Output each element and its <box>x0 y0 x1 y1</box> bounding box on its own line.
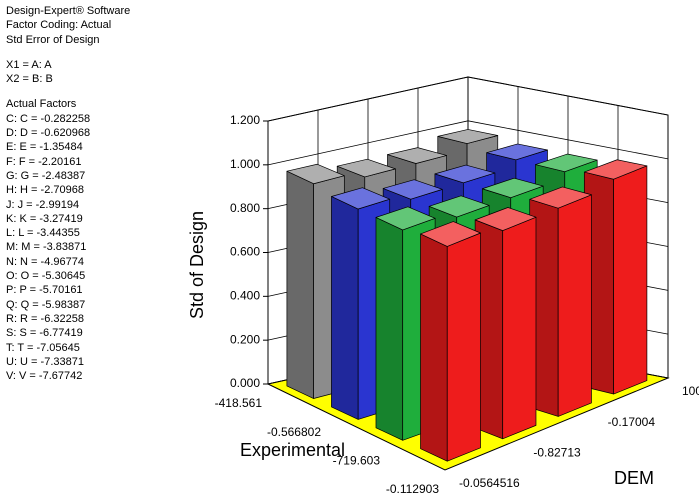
z-tick-label: 0.000 <box>230 376 260 390</box>
actual-factor: N: N = -4.96774 <box>6 255 84 268</box>
y-tick-label: -0.0564516 <box>459 476 520 490</box>
bar-top <box>286 163 345 185</box>
bar-top <box>474 207 537 231</box>
bar-top <box>428 195 490 218</box>
x-axis-title: Experimental <box>240 440 345 460</box>
x-tick-label: -418.561 <box>215 396 263 410</box>
bar <box>583 159 648 395</box>
actual-factor: U: U = -7.33871 <box>6 355 84 368</box>
actual-factor: K: K = -3.27419 <box>6 212 83 225</box>
x-tick-label: -0.566802 <box>267 425 321 439</box>
bar-top <box>535 153 598 173</box>
y-axis-title: DEM <box>614 468 654 488</box>
bar-top <box>420 221 481 247</box>
bar-top <box>583 159 648 180</box>
z-tick-label: 0.400 <box>230 289 260 303</box>
actual-factor: M: M = -3.83871 <box>6 241 87 254</box>
bar <box>529 186 592 417</box>
z-tick-label: 0.600 <box>230 245 260 259</box>
bar-side <box>286 170 314 399</box>
actual-factor: P: P = -5.70161 <box>6 284 83 297</box>
z-tick-label: 0.200 <box>230 332 260 346</box>
bar-front <box>613 165 648 395</box>
z-tick-label: 0.800 <box>230 201 260 215</box>
actual-factor: L: L = -3.44355 <box>6 227 80 240</box>
y-tick-label: -0.17004 <box>608 415 656 429</box>
y-tick-label: 100.073 <box>682 384 699 398</box>
bar-top <box>336 158 396 178</box>
header-line: Factor Coding: Actual <box>6 19 112 32</box>
grid-line <box>267 120 669 166</box>
header-line: Std Error of Design <box>6 33 100 46</box>
bar-top <box>331 187 391 210</box>
header-line: Design-Expert® Software <box>6 5 131 17</box>
y-tick-label: -0.82713 <box>533 446 581 460</box>
actual-factor: C: C = -0.282258 <box>6 112 91 125</box>
actual-factor: V: V = -7.67742 <box>6 370 83 383</box>
actual-factor: D: D = -0.620968 <box>6 127 91 140</box>
actual-factor: Q: Q = -5.98387 <box>6 298 86 311</box>
bar-front <box>446 232 481 462</box>
actual-factor: H: H = -2.70968 <box>6 184 84 197</box>
bar-side <box>375 217 404 441</box>
section-title: Actual Factors <box>6 98 77 111</box>
factor-line: X1 = A: A <box>6 58 52 71</box>
bar-top <box>434 164 496 184</box>
bar <box>474 207 537 440</box>
actual-factor: F: F = -2.20161 <box>6 155 82 168</box>
bar-top <box>382 179 443 200</box>
bar-front <box>557 194 592 417</box>
bar-top <box>486 143 548 161</box>
actual-factor: J: J = -2.99194 <box>6 198 80 211</box>
info-panel: Design-Expert® Software Factor Coding: Ac… <box>6 4 130 383</box>
grid-line <box>267 76 669 122</box>
bar-top <box>375 206 436 231</box>
actual-factor: R: R = -6.32258 <box>6 312 84 325</box>
bar-side <box>331 196 359 420</box>
actual-factor: S: S = -6.77419 <box>6 327 83 340</box>
z-tick-label: 1.200 <box>230 113 260 127</box>
x-tick-label: -0.112903 <box>386 482 439 496</box>
bar-front <box>502 216 537 440</box>
factor-line: X2 = B: B <box>6 73 53 86</box>
actual-factor: O: O = -5.30645 <box>6 270 86 283</box>
actual-factor: G: G = -2.48387 <box>6 169 86 182</box>
bar-top <box>481 177 544 199</box>
z-axis-title: Std of Design <box>187 211 207 319</box>
bar-top <box>387 147 447 164</box>
bar <box>420 221 481 462</box>
z-tick-label: 1.000 <box>230 157 260 171</box>
bar-top <box>529 186 592 209</box>
actual-factor: E: E = -1.35484 <box>6 141 83 154</box>
bar-side <box>420 233 448 462</box>
actual-factor: T: T = -7.05645 <box>6 341 80 354</box>
x-tick-label: -719.603 <box>333 454 381 468</box>
bar-top <box>437 129 499 144</box>
